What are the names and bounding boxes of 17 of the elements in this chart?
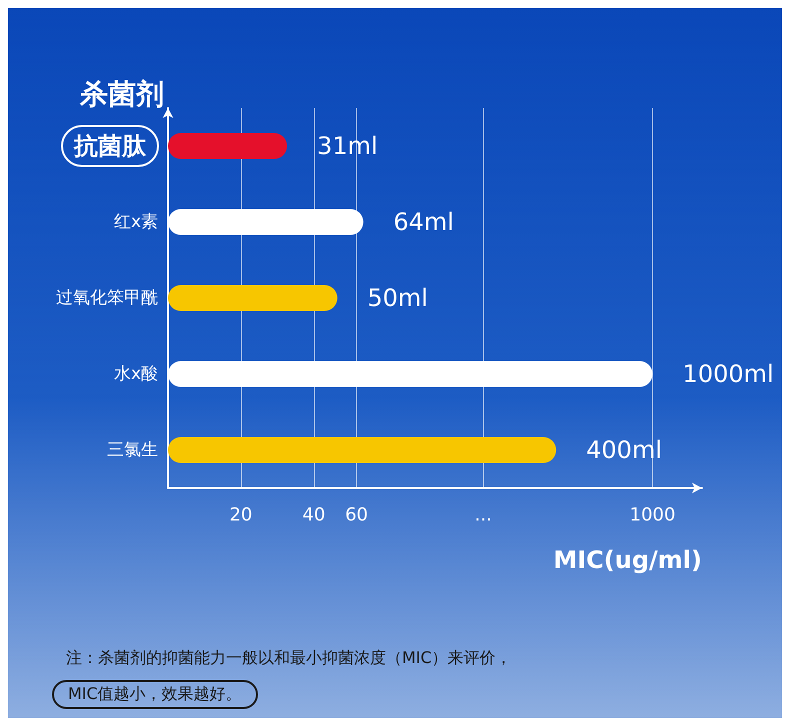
- data-label: 1000ml: [682, 360, 774, 388]
- y-tick-label: 水x酸: [114, 364, 158, 384]
- x-tick-label: ...: [474, 504, 492, 526]
- x-axis-title: MIC(ug/ml): [553, 546, 702, 574]
- x-tick-label: 60: [345, 504, 368, 526]
- x-tick-label: 40: [302, 504, 326, 526]
- y-tick-label: 抗菌肽: [73, 132, 147, 160]
- y-tick-label: 红x素: [114, 212, 158, 232]
- x-tick-label: 20: [229, 504, 252, 526]
- x-tick-label: 1000: [630, 504, 676, 526]
- data-label: 64ml: [393, 208, 454, 236]
- y-tick-label: 过氧化笨甲酰: [56, 288, 158, 308]
- data-label: 50ml: [367, 284, 428, 312]
- y-axis-title: 杀菌剂: [79, 78, 164, 110]
- text: MIC值越小，效果越好。: [52, 680, 258, 709]
- text: 注：杀菌剂的抑菌能力一般以和最小抑菌浓度（MIC）来评价，: [66, 648, 512, 669]
- y-tick-label: 三氯生: [107, 440, 158, 460]
